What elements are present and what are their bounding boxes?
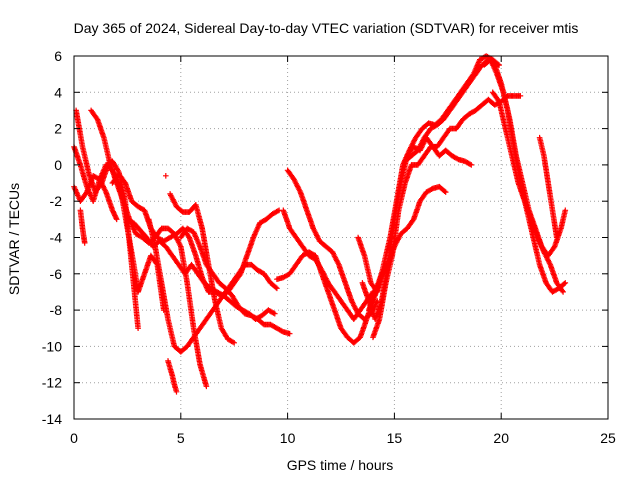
y-tick-label: -10: [42, 338, 62, 354]
x-tick-label: 25: [600, 430, 616, 446]
x-tick-label: 0: [70, 430, 78, 446]
series-markers: [489, 89, 566, 295]
y-tick-label: 2: [54, 121, 62, 137]
y-tick-label: 0: [54, 157, 62, 173]
y-axis-title: SDTVAR / TECUs: [6, 183, 22, 295]
series-markers: [165, 358, 180, 395]
series-markers: [77, 207, 88, 246]
y-tick-label: -6: [50, 266, 63, 282]
x-tick-label: 20: [493, 430, 509, 446]
y-tick-label: -14: [42, 411, 62, 427]
y-tick-label: 6: [54, 48, 62, 64]
x-tick-label: 5: [177, 430, 185, 446]
chart-title: Day 365 of 2024, Sidereal Day-to-day VTE…: [74, 20, 579, 36]
x-axis-title: GPS time / hours: [287, 457, 394, 473]
y-tick-label: -4: [50, 230, 63, 246]
series-markers: [73, 107, 167, 313]
series-markers: [163, 173, 169, 179]
series-sat-04: [77, 207, 88, 246]
series-sat-19: [402, 56, 569, 295]
series-markers: [355, 53, 502, 295]
series-sat-23: [163, 173, 169, 179]
y-tick-label: -2: [50, 193, 63, 209]
axis-ticks: 0 5 10 15 20 25 -14 -12 -10 -8 -6 -4 -2 0 2 4 6: [42, 48, 616, 446]
series-markers: [366, 183, 449, 313]
series-markers: [536, 134, 560, 241]
series-sat-09: [165, 358, 180, 395]
series-sat-18: [366, 183, 449, 313]
series-sat-21: [489, 89, 566, 295]
series-sat-11: [178, 225, 293, 337]
series-layer: [71, 53, 569, 395]
y-tick-label: 4: [54, 84, 62, 100]
x-tick-label: 10: [280, 430, 296, 446]
series-sat-15: [355, 53, 502, 295]
x-tick-label: 15: [387, 430, 403, 446]
series-markers: [178, 225, 293, 337]
series-sat-22: [536, 134, 560, 241]
y-tick-label: -8: [50, 302, 63, 318]
series-sat-03: [73, 107, 167, 313]
series-markers: [402, 56, 569, 295]
y-tick-label: -12: [42, 375, 62, 391]
